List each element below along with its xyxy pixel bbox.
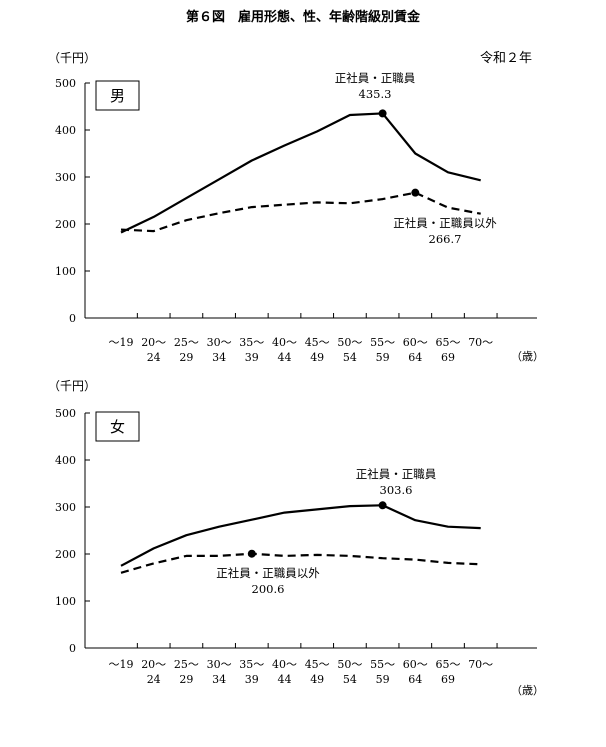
panel-2-x-tick-label: ～19 [109,658,134,671]
panel-2-x-tick-label: 65～ [436,658,461,671]
panel-2-x-tick-label-line2: 54 [343,673,357,686]
panel-2-series-non-regular-name-label: 正社員・正職員以外 [216,566,320,580]
panel-2-series-non-regular-peak-value-label: 200.6 [252,582,285,596]
panel-2-x-tick-label-line2: 59 [376,673,390,686]
panel-1: （千円） 0 100 200 300 400 500 ～19 20～ 24 25～ 29 30～ 34 35… [48,51,544,364]
panel-1-x-tick-label: 70～ [468,336,493,349]
panel-1-label-box [95,80,140,111]
panel-1-y-tick-label: 0 [69,312,76,325]
panel-1-x-tick-label: 30～ [207,336,232,349]
panel-1-y-unit-label: （千円） [48,51,96,65]
panel-1-y-tick-label: 200 [55,218,76,231]
panel-1-x-tick-label: 50～ [337,336,362,349]
panel-1-x-tick-label: 25～ [174,336,199,349]
panel-1-series-non-regular-peak-point [411,188,420,197]
panel-2-x-tick-label: 35～ [239,658,264,671]
panel-2-label-box [95,411,140,442]
panel-2-series-regular-peak-value-label: 303.6 [380,483,413,497]
panel-1-series-non-regular-peak-value-label: 266.7 [429,232,462,246]
panel-2-x-tick-label: 55～ [370,658,395,671]
panel-1-x-unit-label: （歳） [511,350,544,363]
panel-2-x-unit-label: （歳） [511,684,544,697]
panel-2-x-tick-label-line2: 24 [147,673,161,686]
panel-1-x-tick-label-line2: 29 [179,351,193,364]
panel-2-x-tick-label: 60～ [403,658,428,671]
panel-2-x-tick-label: 70～ [468,658,493,671]
panel-1-y-tick-label: 400 [55,124,76,137]
era-label: 令和２年 [480,51,532,66]
panel-1-series-regular-peak-point [378,109,387,118]
panel-2-x-tick-label-line2: 39 [245,673,259,686]
panel-1-x-tick-label: 55～ [370,336,395,349]
panel-1-x-tick-label: ～19 [109,336,134,349]
panel-2-x-tick-label-line2: 29 [179,673,193,686]
panel-1-x-tick-label-line2: 39 [245,351,259,364]
panel-2-x-tick-label-line2: 64 [408,673,422,686]
panel-2-x-tick-label: 40～ [272,658,297,671]
panel-1-x-tick-label-line2: 69 [441,351,455,364]
panel-1-x-tick-label-line2: 64 [408,351,422,364]
panel-1-x-tick-label: 35～ [239,336,264,349]
panel-1-x-tick-label-line2: 34 [212,351,226,364]
panel-2-y-tick-label: 0 [69,642,76,655]
panel-2-x-tick-label-line2: 44 [278,673,292,686]
panel-1-x-tick-label: 65～ [436,336,461,349]
panel-1-x-tick-label-line2: 59 [376,351,390,364]
panel-2-y-tick-label: 400 [55,454,76,467]
panel-2-label: 女 [110,418,125,436]
panel-2-series-non-regular-line [120,552,481,574]
panel-1-x-tick-label: 20～ [141,336,166,349]
panel-2-x-tick-label: 50～ [337,658,362,671]
panel-2-x-tick-label: 45～ [305,658,330,671]
panel-1-x-tick-label: 40～ [272,336,297,349]
panel-2-series-regular-line [120,504,481,567]
panel-2-x-tick-label: 25～ [174,658,199,671]
panel-2-x-tick-label-line2: 49 [310,673,324,686]
panel-1-x-tick-label: 60～ [403,336,428,349]
panel-2-series-regular-name-label: 正社員・正職員 [356,467,437,481]
panel-1-label: 男 [110,87,125,105]
panel-2-y-tick-label: 100 [55,595,76,608]
panel-1-y-tick-label: 500 [55,77,76,90]
panel-1-x-tick-label-line2: 24 [147,351,161,364]
panel-2-y-tick-label: 200 [55,548,76,561]
panel-1-series-regular-line [120,112,481,234]
panel-2-series-non-regular-peak-point [247,549,256,558]
panel-2-y-tick-label: 500 [55,407,76,420]
panel-1-x-tick-label-line2: 44 [278,351,292,364]
panel-1-series-non-regular-name-label: 正社員・正職員以外 [393,216,497,230]
panel-1-x-tick-label: 45～ [305,336,330,349]
panel-1-series-regular-name-label: 正社員・正職員 [335,71,416,85]
panel-2: （千円） 0 100 200 300 400 500 ～19 20～ 24 25～ 29 30～ 34 35… [48,379,544,697]
panel-1-series-regular-peak-value-label: 435.3 [359,87,392,101]
panel-2-y-tick-label: 300 [55,501,76,514]
panel-2-y-unit-label: （千円） [48,379,96,393]
panel-2-x-tick-label-line2: 34 [212,673,226,686]
panel-2-x-tick-label: 20～ [141,658,166,671]
panel-2-series-regular-peak-point [378,501,387,510]
panel-1-x-tick-label-line2: 54 [343,351,357,364]
figure-title: 第６図 雇用形態、性、年齢階級別賃金 [186,9,421,25]
panel-2-x-tick-label: 30～ [207,658,232,671]
panel-2-x-tick-label-line2: 69 [441,673,455,686]
panel-1-y-tick-label: 100 [55,265,76,278]
panel-1-x-tick-label-line2: 49 [310,351,324,364]
panel-1-series-non-regular-line [120,191,481,233]
panel-1-y-tick-label: 300 [55,171,76,184]
